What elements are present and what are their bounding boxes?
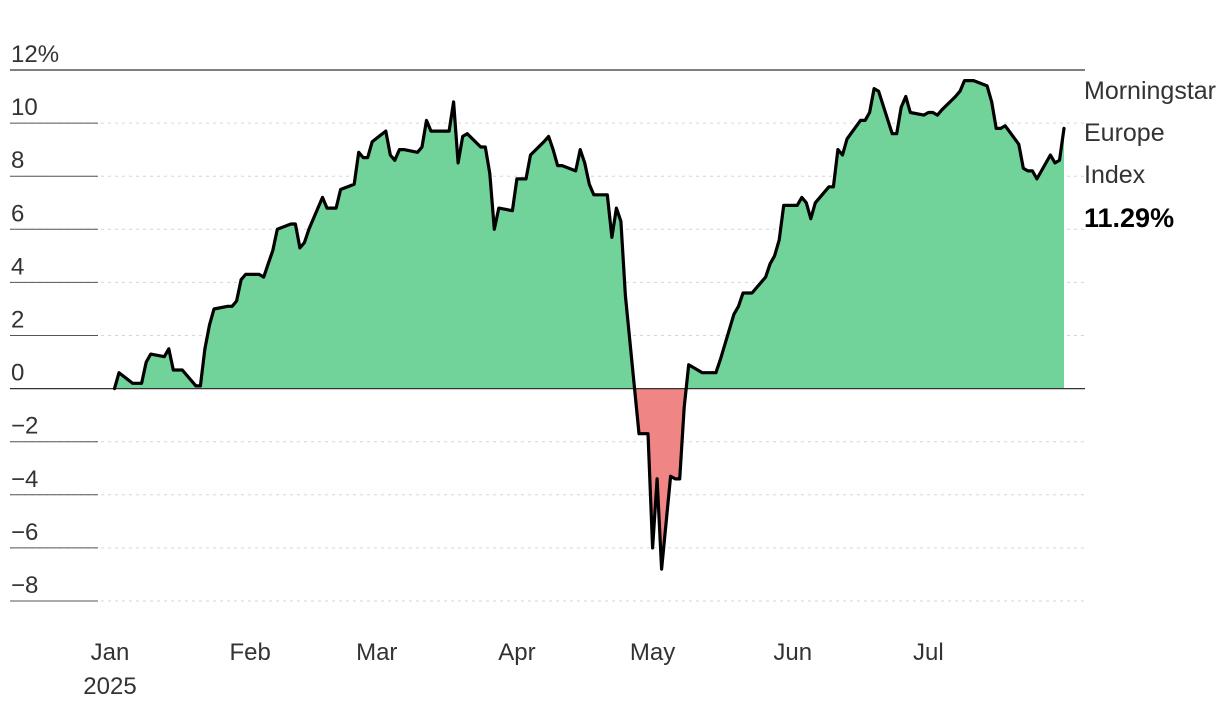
x-tick-label: Apr [498,639,535,666]
x-tick-label: May [630,639,675,666]
area-positive [114,80,1064,389]
y-tick-label: 10 [11,94,38,121]
y-tick-label: −2 [11,413,38,440]
series-name-line: Morningstar [1084,77,1216,105]
x-axis-tick-labels: Jan 2025 Feb Mar Apr May Jun Jul [83,639,943,700]
x-tick-sublabel: 2025 [83,673,136,700]
series-label: Morningstar Europe Index 11.29% [1084,77,1216,233]
series-last-value: 11.29% [1084,203,1174,233]
x-tick-label: Mar [356,639,397,666]
y-tick-label: −8 [11,572,38,599]
x-tick-label: Jun [773,639,812,666]
series-name-line: Europe [1084,119,1165,147]
y-tick-label: 6 [11,200,24,227]
x-tick-label: Feb [229,639,270,666]
y-tick-label: −6 [11,519,38,546]
x-tick-label: Jan [91,639,130,666]
y-tick-label: 12% [11,41,59,68]
y-axis-tick-labels: 12% 10 8 6 4 2 0 −2 −4 −6 −8 [11,41,59,599]
y-tick-label: 4 [11,253,24,280]
grid-lines [10,69,1085,602]
y-tick-label: −4 [11,466,38,493]
series-name-line: Index [1084,161,1146,189]
series-lines [112,79,1066,571]
area-fills [114,80,1064,570]
x-tick-label: Jul [913,639,944,666]
y-tick-label: 2 [11,307,24,334]
y-tick-label: 0 [11,360,24,387]
y-tick-label: 8 [11,147,24,174]
area-negative [634,389,687,570]
series-line [112,79,1066,571]
